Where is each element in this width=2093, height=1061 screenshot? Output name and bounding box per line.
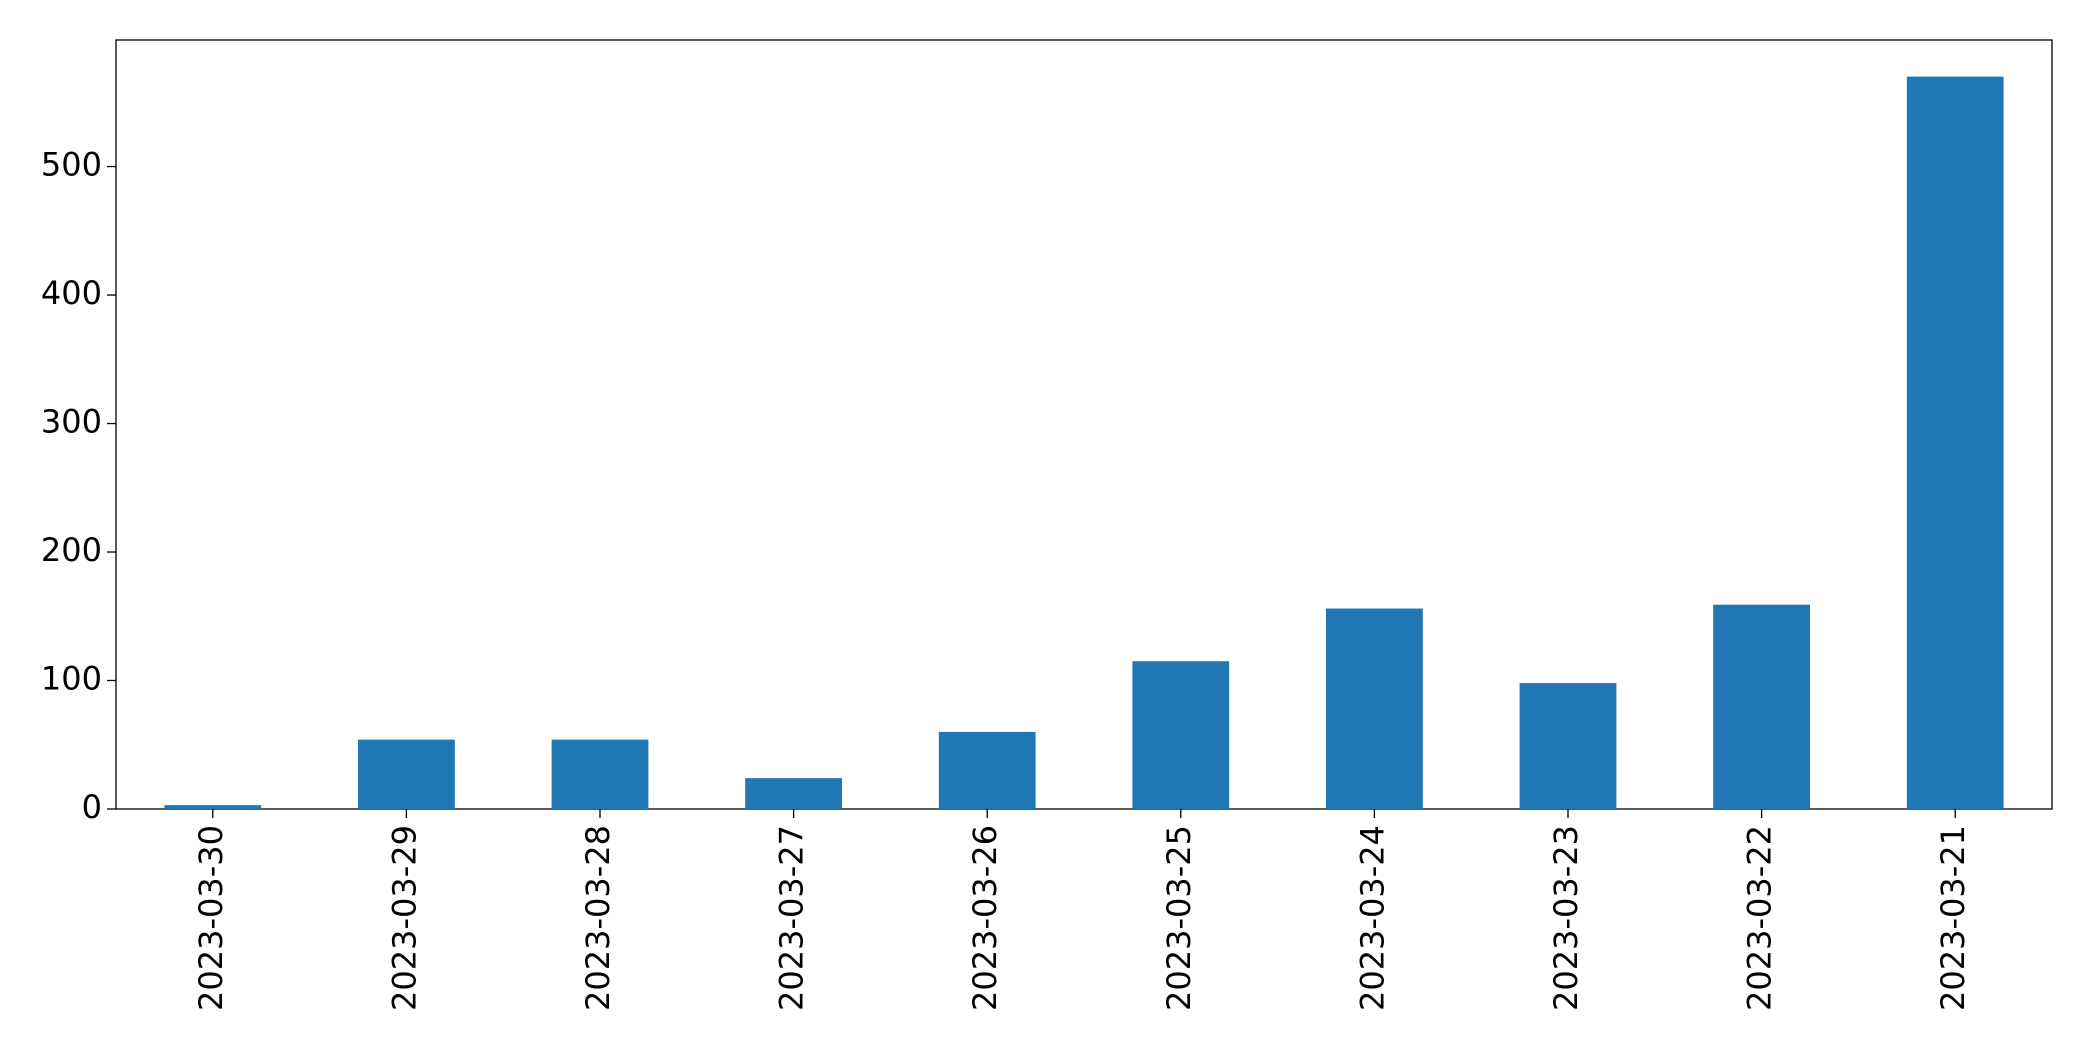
- bar: [1713, 604, 1810, 809]
- y-tick-label: 0: [82, 788, 102, 826]
- x-tick-label: 2023-03-21: [1934, 825, 1972, 1011]
- bar: [358, 739, 455, 809]
- x-tick-label: 2023-03-27: [773, 825, 811, 1011]
- x-tick-label: 2023-03-28: [579, 825, 617, 1011]
- x-tick-label: 2023-03-22: [1741, 825, 1779, 1011]
- x-tick-label: 2023-03-30: [192, 825, 230, 1011]
- y-tick-label: 500: [41, 146, 102, 184]
- y-tick-label: 100: [41, 660, 102, 698]
- bar: [938, 731, 1036, 809]
- x-tick-label: 2023-03-23: [1547, 825, 1585, 1011]
- bar: [551, 739, 649, 809]
- plot-frame: [115, 39, 2053, 810]
- y-tick-label: 200: [41, 531, 102, 569]
- bar: [1326, 608, 1423, 809]
- y-tick-label: 400: [41, 274, 102, 312]
- bar: [1906, 76, 2004, 810]
- bar: [1132, 661, 1230, 809]
- x-tick-label: 2023-03-29: [385, 825, 423, 1011]
- bar: [164, 805, 262, 809]
- x-tick-label: 2023-03-24: [1353, 825, 1391, 1011]
- x-tick-label: 2023-03-25: [1160, 825, 1198, 1011]
- x-tick-label: 2023-03-26: [966, 825, 1004, 1011]
- bar: [745, 778, 842, 809]
- y-tick-label: 300: [41, 403, 102, 441]
- bar: [1519, 683, 1617, 809]
